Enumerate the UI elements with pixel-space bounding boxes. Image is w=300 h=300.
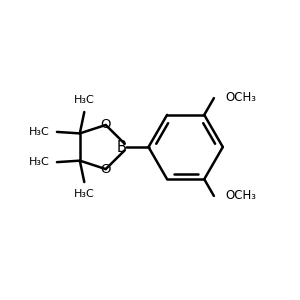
Text: H₃C: H₃C <box>74 189 95 199</box>
Text: OCH₃: OCH₃ <box>225 189 256 202</box>
Text: B: B <box>117 140 127 154</box>
Text: OCH₃: OCH₃ <box>225 91 256 104</box>
Text: H₃C: H₃C <box>74 95 95 106</box>
Text: H₃C: H₃C <box>29 157 50 167</box>
Text: H₃C: H₃C <box>29 127 50 137</box>
Text: O: O <box>100 118 111 131</box>
Text: O: O <box>100 163 111 176</box>
